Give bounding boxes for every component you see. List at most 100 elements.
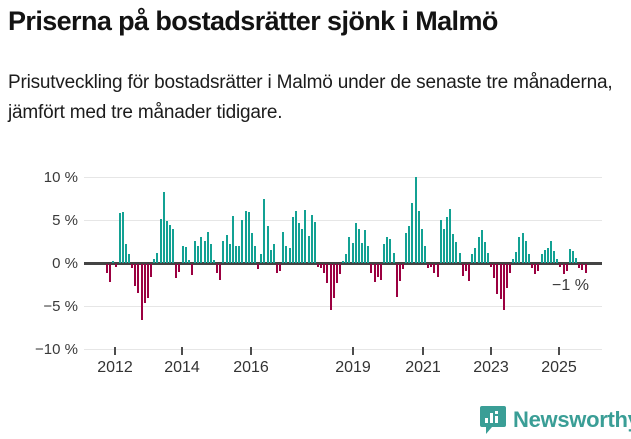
bar (178, 264, 181, 272)
bar (389, 238, 392, 263)
bar (316, 264, 319, 267)
bar (197, 245, 200, 263)
bar (398, 264, 401, 282)
bar (446, 217, 449, 263)
bar (392, 252, 395, 263)
bar (524, 240, 527, 263)
bar (228, 244, 231, 263)
bar (354, 222, 357, 263)
bar (200, 237, 203, 263)
bar (367, 245, 370, 263)
bar (291, 217, 294, 263)
bar (153, 258, 156, 263)
bar (184, 246, 187, 263)
y-axis-tick-label: −10 % (35, 341, 78, 358)
bar (383, 244, 386, 263)
bar (137, 264, 140, 294)
logo-wordmark: Newsworthy (513, 407, 631, 432)
bar (490, 264, 493, 267)
bar (115, 264, 118, 267)
x-axis-tick (250, 347, 252, 355)
bar (414, 177, 417, 263)
y-axis-tick-label: 0 % (52, 255, 78, 272)
bar (461, 264, 464, 277)
x-axis-tick (181, 347, 183, 355)
bar-chart-bubble-icon (480, 406, 506, 434)
bar (471, 254, 474, 263)
bar (162, 191, 165, 263)
bar-series (0, 160, 631, 360)
bar (442, 228, 445, 263)
bar (194, 240, 197, 263)
bar (301, 228, 304, 263)
bar (266, 226, 269, 263)
bar (493, 264, 496, 278)
bar (543, 250, 546, 263)
bar (571, 250, 574, 263)
bar (351, 243, 354, 263)
bar (345, 254, 348, 263)
bar (455, 241, 458, 263)
bar (452, 233, 455, 263)
bar (361, 243, 364, 263)
bar (449, 208, 452, 263)
bar (279, 264, 282, 271)
bar (320, 264, 323, 269)
bar (373, 264, 376, 283)
bar (527, 254, 530, 263)
bar (584, 264, 587, 273)
bar (165, 220, 168, 263)
bar (187, 259, 190, 263)
bar (370, 264, 373, 273)
bar (168, 225, 171, 263)
bar (109, 264, 112, 283)
chart-subtitle: Prisutveckling för bostadsrätter i Malmö… (8, 72, 613, 123)
bar (468, 264, 471, 282)
bar (140, 264, 143, 320)
x-axis-tick-label: 2019 (335, 359, 371, 376)
bar (329, 264, 332, 311)
bar (118, 213, 121, 263)
y-axis-tick-label: 10 % (43, 169, 78, 186)
bar (235, 245, 238, 263)
bar (553, 250, 556, 263)
bar (288, 247, 291, 263)
plot-area: 10 % 5 % 0 % −5 % −10 % (0, 160, 631, 360)
last-value-annotation: −1 % (552, 277, 589, 294)
bar (386, 237, 389, 263)
bar (521, 232, 524, 263)
bar (575, 257, 578, 263)
bar (310, 214, 313, 263)
bar (509, 264, 512, 273)
bar (505, 264, 508, 289)
bar (556, 258, 559, 263)
bar (417, 211, 420, 263)
bar (175, 264, 178, 278)
bar (206, 232, 209, 263)
bar (191, 264, 193, 276)
bar (313, 221, 316, 263)
bar (276, 264, 279, 273)
bar (364, 230, 367, 263)
bar (231, 215, 234, 263)
bar (124, 244, 127, 263)
bar (518, 237, 521, 263)
bar (146, 264, 149, 299)
bar (159, 219, 162, 263)
bar (578, 264, 581, 269)
bar (405, 232, 408, 263)
bar (376, 264, 379, 277)
bar (112, 261, 115, 263)
bar (433, 264, 436, 273)
x-axis-tick-label: 2021 (405, 359, 441, 376)
bar (430, 264, 433, 268)
x-axis-tick-label: 2016 (233, 359, 269, 376)
bar (581, 264, 584, 271)
bar (395, 264, 398, 297)
bar (549, 240, 552, 263)
bar (128, 254, 131, 263)
gridline (84, 349, 602, 350)
gridline (84, 177, 602, 178)
x-axis: 2012 2014 2016 2019 2021 2023 2025 (0, 347, 631, 387)
